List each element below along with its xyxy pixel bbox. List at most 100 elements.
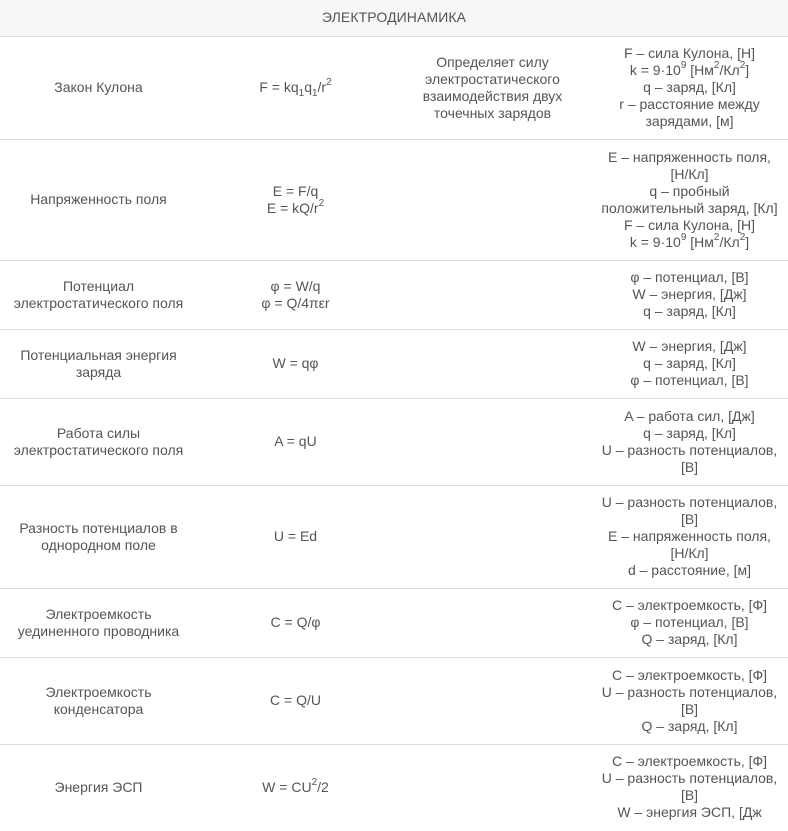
- description-cell: [394, 743, 591, 830]
- variables-cell: F – сила Кулона, [Н] k = 9·109 [Нм2/Кл2] q…: [591, 35, 788, 139]
- law-name: Электроемкость уединенного проводника: [0, 587, 197, 657]
- law-name: Напряженность поля: [0, 138, 197, 260]
- description-cell: [394, 138, 591, 260]
- law-name: Потенциал электростатического поля: [0, 259, 197, 329]
- law-name: Электроемкость конденсатора: [0, 656, 197, 744]
- description-cell: [394, 259, 591, 329]
- variable-definition: F – сила Кулона, [Н]: [624, 216, 755, 233]
- formula-cell: A = qU: [197, 397, 394, 485]
- variables-cell: C – электроемкость, [Ф] U – разность поте…: [591, 743, 788, 830]
- variable-definition: φ – потенциал, [В]: [630, 614, 749, 630]
- table-row: Электроемкость уединенного проводника C =…: [0, 587, 788, 657]
- variable-definition: W – энергия ЭСП, [Дж: [617, 804, 762, 821]
- description-cell: [394, 328, 591, 398]
- variable-definition: E – напряженность поля, [Н/Кл]: [608, 528, 771, 561]
- description-cell: [394, 484, 591, 588]
- formula-cell: C = Q/φ: [197, 587, 394, 657]
- subscript: 1: [298, 87, 305, 99]
- variables-cell: W – энергия, [Дж] q – заряд, [Кл] φ – поте…: [591, 328, 788, 398]
- variable-definition: C – электроемкость, [Ф]: [611, 753, 768, 770]
- variable-definition: E – напряженность поля, [Н/Кл]: [608, 148, 771, 182]
- variable-definition: Q – заряд, [Кл]: [641, 717, 738, 734]
- table-row: Потенциал электростатического поля φ = W/…: [0, 259, 788, 329]
- variables-cell: C – электроемкость, [Ф] U – разность поте…: [591, 656, 788, 744]
- table-row: Напряженность поля E = F/q E = kQ/r2 E – на…: [0, 138, 788, 260]
- formula-cell: C = Q/U: [197, 656, 394, 744]
- variable-definition: q – пробный положительный заряд, [Кл]: [601, 182, 778, 216]
- superscript: 2: [318, 197, 325, 209]
- variable-definition: q – заряд, [Кл]: [643, 355, 736, 371]
- formula-cell: W = qφ: [197, 328, 394, 398]
- law-name: Работа силы электростатического поля: [0, 397, 197, 485]
- variable-definition: φ – потенциал, [В]: [630, 269, 749, 285]
- variable-definition: U – разность потенциалов, [В]: [601, 441, 778, 475]
- formula: F = kq1q1/r2: [259, 77, 332, 99]
- formula: E = kQ/r2: [266, 197, 325, 216]
- variable-definition: Q – заряд, [Кл]: [641, 631, 738, 647]
- superscript: 2: [739, 60, 746, 72]
- variable-definition: U – разность потенциалов, [В]: [601, 770, 778, 804]
- formula: A = qU: [274, 433, 317, 449]
- formula: C = Q/φ: [270, 614, 321, 630]
- table-title: ЭЛЕКТРОДИНАМИКА: [0, 0, 788, 36]
- table-body: Закон Кулона F = kq1q1/r2 Определяет силу …: [0, 35, 788, 830]
- law-name: Энергия ЭСП: [0, 743, 197, 830]
- superscript: 2: [713, 231, 720, 243]
- formula: φ = W/q: [270, 277, 321, 294]
- formula-cell: U = Ed: [197, 484, 394, 588]
- formula: C = Q/U: [270, 692, 321, 708]
- superscript: 2: [326, 77, 332, 89]
- superscript: 2: [739, 231, 746, 243]
- variable-definition: W – энергия, [Дж]: [632, 338, 747, 354]
- law-name: Потенциальная энергия заряда: [0, 328, 197, 398]
- formula: U = Ed: [273, 528, 318, 544]
- law-name: Разность потенциалов в однородном поле: [0, 484, 197, 588]
- variable-definition: A – работа сил, [Дж]: [624, 407, 755, 424]
- variable-definition: k = 9·109 [Нм2/Кл2]: [629, 231, 750, 250]
- superscript: 9: [680, 60, 687, 72]
- table-row: Потенциальная энергия заряда W = qφ W – эн…: [0, 328, 788, 398]
- superscript: 9: [680, 231, 687, 243]
- variable-definition: d – расстояние, [м]: [627, 562, 752, 578]
- table-row: Закон Кулона F = kq1q1/r2 Определяет силу …: [0, 35, 788, 139]
- table-row: Работа силы электростатического поля A = …: [0, 397, 788, 485]
- formula: E = F/q: [272, 182, 319, 199]
- formula-cell: F = kq1q1/r2: [197, 35, 394, 139]
- variable-definition: C – электроемкость, [Ф]: [611, 597, 768, 613]
- formula: φ = Q/4πεr: [261, 294, 330, 311]
- variable-definition: U – разность потенциалов, [В]: [601, 683, 778, 717]
- description-cell: [394, 656, 591, 744]
- variable-definition: q – заряд, [Кл]: [643, 79, 736, 95]
- variable-definition: φ – потенциал, [В]: [630, 372, 749, 388]
- variables-cell: A – работа сил, [Дж] q – заряд, [Кл] U – р…: [591, 397, 788, 485]
- title-row: ЭЛЕКТРОДИНАМИКА: [0, 0, 788, 36]
- subscript: 1: [311, 87, 318, 99]
- superscript: 2: [713, 60, 720, 72]
- variable-definition: C – электроемкость, [Ф]: [611, 666, 768, 683]
- variable-definition: q – заряд, [Кл]: [643, 303, 736, 319]
- variables-cell: φ – потенциал, [В] W – энергия, [Дж] q – з…: [591, 259, 788, 329]
- table-row: Энергия ЭСП W = CU2/2 C – электроемкость, …: [0, 743, 788, 830]
- variable-definition: U – разность потенциалов, [В]: [601, 494, 778, 527]
- table-row: Разность потенциалов в однородном поле U …: [0, 484, 788, 588]
- description-cell: [394, 587, 591, 657]
- law-name: Закон Кулона: [0, 35, 197, 139]
- variables-cell: U – разность потенциалов, [В] E – напряже…: [591, 484, 788, 588]
- superscript: 2: [311, 777, 318, 789]
- formula-cell: W = CU2/2: [197, 743, 394, 830]
- description-cell: Определяет силу электростатического взаи…: [394, 35, 591, 139]
- variable-definition: W – энергия, [Дж]: [632, 286, 747, 302]
- formula-cell: φ = W/q φ = Q/4πεr: [197, 259, 394, 329]
- formula-cell: E = F/q E = kQ/r2: [197, 138, 394, 260]
- variable-definition: k = 9·109 [Нм2/Кл2]: [629, 60, 750, 78]
- variables-cell: C – электроемкость, [Ф] φ – потенциал, [В…: [591, 587, 788, 657]
- description-cell: [394, 397, 591, 485]
- variables-cell: E – напряженность поля, [Н/Кл] q – пробны…: [591, 138, 788, 260]
- formula: W = qφ: [272, 355, 319, 371]
- variable-definition: F – сила Кулона, [Н]: [624, 45, 755, 61]
- variable-definition: r – расстояние между зарядами, [м]: [619, 96, 760, 129]
- formula: W = CU2/2: [262, 777, 329, 795]
- variable-definition: q – заряд, [Кл]: [643, 424, 736, 441]
- table-row: Электроемкость конденсатора C = Q/U C – эл…: [0, 656, 788, 744]
